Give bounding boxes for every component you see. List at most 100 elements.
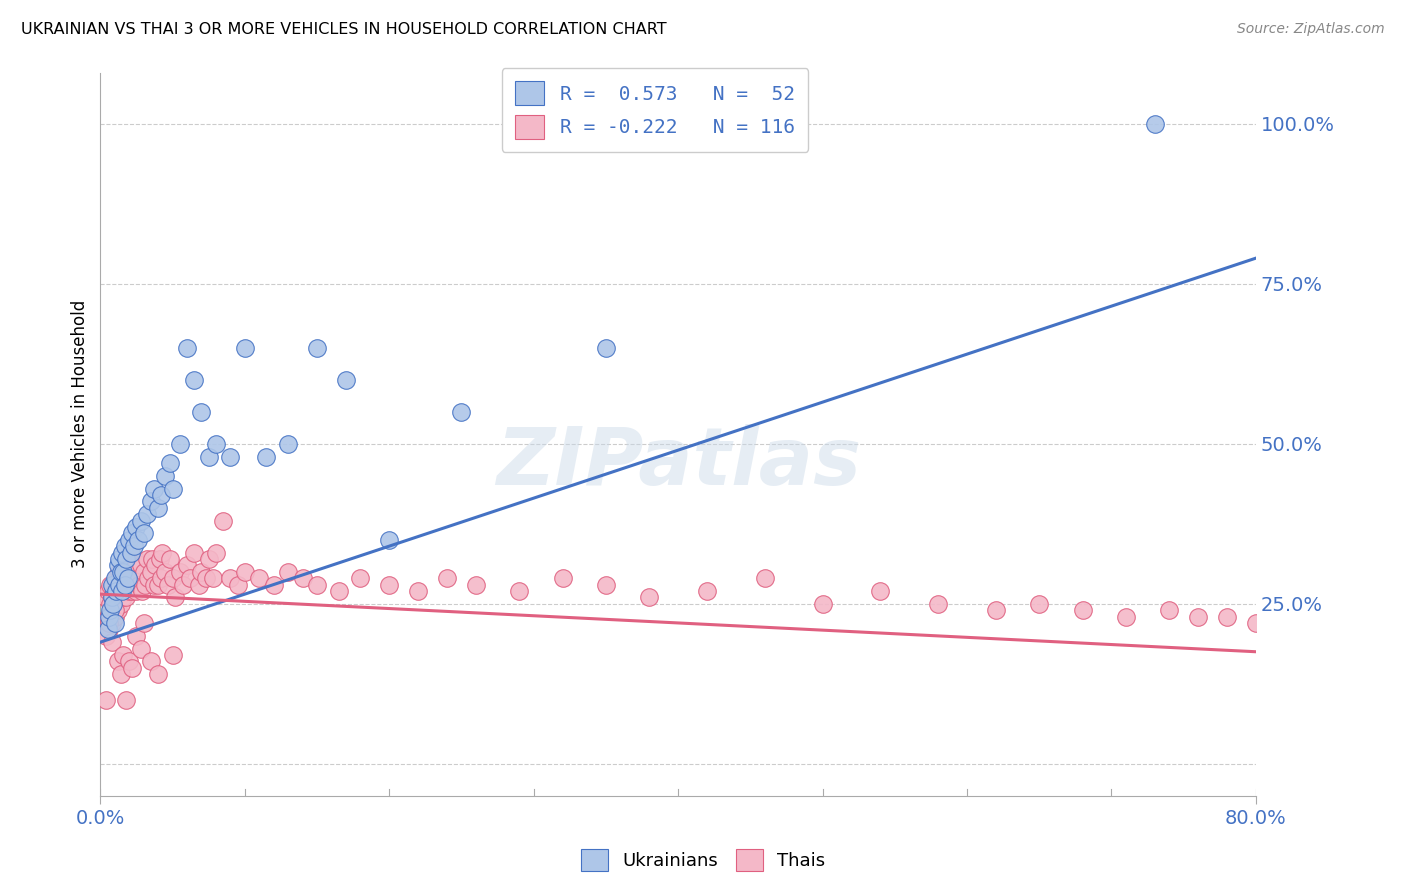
Point <box>869 583 891 598</box>
Point <box>132 565 155 579</box>
Point <box>100 577 122 591</box>
Point <box>141 552 163 566</box>
Point <box>194 571 217 585</box>
Point <box>183 545 205 559</box>
Point <box>328 583 350 598</box>
Point <box>132 615 155 630</box>
Point <box>205 545 228 559</box>
Point <box>638 591 661 605</box>
Point <box>129 514 152 528</box>
Point <box>115 692 138 706</box>
Point <box>121 583 143 598</box>
Point <box>117 577 139 591</box>
Point <box>128 577 150 591</box>
Point <box>157 577 180 591</box>
Point <box>183 373 205 387</box>
Point <box>212 514 235 528</box>
Point <box>406 583 429 598</box>
Point <box>94 629 117 643</box>
Point <box>101 615 124 630</box>
Point <box>118 583 141 598</box>
Point <box>165 591 187 605</box>
Point <box>122 571 145 585</box>
Point <box>1216 609 1239 624</box>
Point <box>754 571 776 585</box>
Point <box>100 603 122 617</box>
Point <box>117 571 139 585</box>
Legend: R =  0.573   N =  52, R = -0.222   N = 116: R = 0.573 N = 52, R = -0.222 N = 116 <box>502 68 808 153</box>
Point <box>104 571 127 585</box>
Point <box>146 500 169 515</box>
Point <box>115 591 138 605</box>
Point <box>125 558 148 573</box>
Point <box>118 533 141 547</box>
Point <box>139 565 162 579</box>
Point <box>110 565 132 579</box>
Point <box>110 667 132 681</box>
Point <box>335 373 357 387</box>
Point <box>135 552 157 566</box>
Point <box>378 533 401 547</box>
Point <box>1159 603 1181 617</box>
Point <box>114 577 136 591</box>
Point <box>97 583 120 598</box>
Point <box>112 565 135 579</box>
Point <box>247 571 270 585</box>
Point <box>148 552 170 566</box>
Point <box>197 552 219 566</box>
Point <box>595 341 617 355</box>
Point <box>105 571 128 585</box>
Point <box>696 583 718 598</box>
Point <box>112 648 135 662</box>
Point <box>169 565 191 579</box>
Point <box>120 571 142 585</box>
Point <box>811 597 834 611</box>
Point <box>169 436 191 450</box>
Point <box>121 558 143 573</box>
Point <box>105 597 128 611</box>
Point <box>118 654 141 668</box>
Point <box>115 565 138 579</box>
Point <box>115 552 138 566</box>
Point <box>97 609 120 624</box>
Point <box>233 341 256 355</box>
Point <box>131 583 153 598</box>
Point <box>202 571 225 585</box>
Point <box>219 571 242 585</box>
Point <box>101 577 124 591</box>
Point <box>1071 603 1094 617</box>
Point <box>112 565 135 579</box>
Point <box>108 552 131 566</box>
Point <box>111 583 134 598</box>
Point <box>118 558 141 573</box>
Point <box>98 615 121 630</box>
Point <box>172 577 194 591</box>
Point <box>984 603 1007 617</box>
Point <box>110 597 132 611</box>
Point <box>187 577 209 591</box>
Point <box>1187 609 1209 624</box>
Point <box>112 591 135 605</box>
Point <box>107 558 129 573</box>
Text: Source: ZipAtlas.com: Source: ZipAtlas.com <box>1237 22 1385 37</box>
Point <box>219 450 242 464</box>
Point <box>1028 597 1050 611</box>
Point <box>1143 117 1166 131</box>
Point <box>108 591 131 605</box>
Point <box>129 641 152 656</box>
Point <box>108 565 131 579</box>
Text: ZIPatlas: ZIPatlas <box>496 424 860 502</box>
Point <box>551 571 574 585</box>
Point <box>129 558 152 573</box>
Point <box>436 571 458 585</box>
Point <box>1115 609 1137 624</box>
Point <box>146 577 169 591</box>
Point <box>101 591 124 605</box>
Point <box>107 577 129 591</box>
Point <box>111 545 134 559</box>
Point <box>103 603 125 617</box>
Point <box>226 577 249 591</box>
Point <box>305 341 328 355</box>
Point <box>263 577 285 591</box>
Point <box>107 603 129 617</box>
